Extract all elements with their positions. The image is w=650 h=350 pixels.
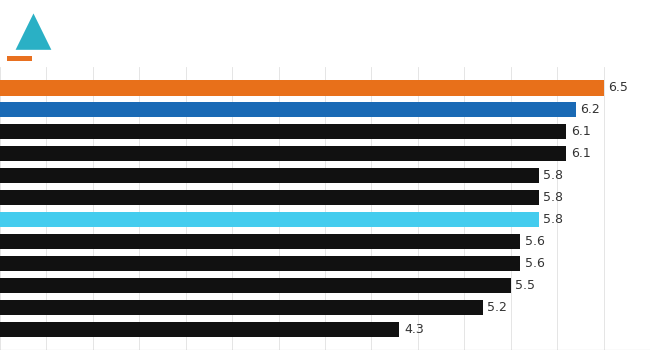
Text: 5.8: 5.8 [543, 169, 563, 182]
Bar [0, 124, 566, 139]
Text: 5.8: 5.8 [543, 191, 563, 204]
Text: Geomean Score INT+FP: Geomean Score INT+FP [70, 46, 236, 60]
Text: 6.1: 6.1 [571, 147, 591, 160]
Bar [0, 102, 576, 118]
Text: 5.5: 5.5 [515, 279, 536, 292]
Bar [0, 146, 566, 161]
Text: 6.5: 6.5 [608, 81, 628, 94]
Bar [0, 234, 520, 249]
Polygon shape [6, 5, 60, 61]
Polygon shape [6, 56, 32, 61]
Bar [0, 212, 539, 227]
Text: 5.8: 5.8 [543, 213, 563, 226]
Bar [0, 256, 520, 271]
Polygon shape [16, 13, 51, 50]
Bar [0, 278, 511, 293]
Text: 5.6: 5.6 [525, 257, 545, 270]
Text: 6.1: 6.1 [571, 125, 591, 138]
Text: 6.2: 6.2 [580, 103, 600, 116]
Text: 5.2: 5.2 [488, 301, 508, 314]
Bar [0, 80, 604, 96]
Bar [0, 300, 483, 315]
Text: 4.3: 4.3 [404, 323, 424, 336]
Bar [0, 322, 399, 337]
Bar [0, 190, 539, 205]
Text: SPEC2017 1T Estimated Results: SPEC2017 1T Estimated Results [70, 12, 519, 36]
Text: 5.6: 5.6 [525, 235, 545, 248]
Bar [0, 168, 539, 183]
